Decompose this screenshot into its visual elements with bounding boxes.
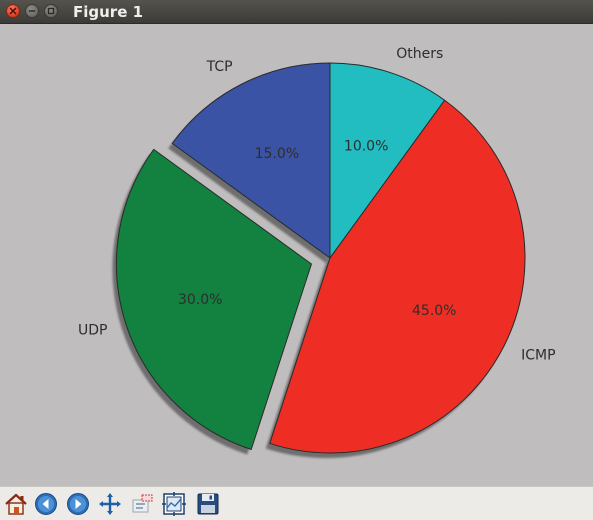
maximize-window-button[interactable] xyxy=(44,4,58,18)
save-button[interactable] xyxy=(194,490,222,518)
pie-slice-tcp xyxy=(171,62,331,259)
minimize-icon xyxy=(28,10,36,12)
pie-chart: Others 10.0% ICMP 45.0% UDP 30.0% TCP 15.0% xyxy=(78,46,556,459)
pan-button[interactable] xyxy=(96,490,124,518)
slice-percent-tcp: 15.0% xyxy=(255,146,299,162)
window-title: Figure 1 xyxy=(73,3,144,21)
home-icon xyxy=(5,493,27,515)
minimize-window-button[interactable] xyxy=(25,4,39,18)
slice-percent-icmp: 45.0% xyxy=(412,303,456,319)
forward-button[interactable] xyxy=(64,490,92,518)
slice-label-udp: UDP xyxy=(78,322,107,338)
slice-label-others: Others xyxy=(396,46,443,62)
configure-subplots-button[interactable] xyxy=(160,490,188,518)
zoom-icon xyxy=(132,494,153,513)
zoom-button[interactable] xyxy=(128,490,156,518)
pie-slice-layer xyxy=(115,62,526,454)
window-titlebar: Figure 1 xyxy=(0,0,593,24)
back-icon xyxy=(35,493,57,515)
navigation-toolbar xyxy=(0,486,593,520)
slice-percent-udp: 30.0% xyxy=(178,292,222,308)
forward-icon xyxy=(67,493,89,515)
back-button[interactable] xyxy=(32,490,60,518)
configure-subplots-icon xyxy=(162,492,186,516)
save-icon xyxy=(197,493,219,515)
home-button[interactable] xyxy=(2,490,30,518)
figure-canvas: Others 10.0% ICMP 45.0% UDP 30.0% TCP 15.0% xyxy=(0,24,593,486)
pie-slice-icmp xyxy=(269,99,526,454)
close-icon xyxy=(9,7,17,15)
pan-icon xyxy=(99,493,121,515)
pie-label-layer: Others 10.0% ICMP 45.0% UDP 30.0% TCP 15.0% xyxy=(78,46,556,363)
pie-slice-others xyxy=(329,62,446,259)
maximize-icon xyxy=(47,7,55,15)
slice-percent-others: 10.0% xyxy=(344,139,388,155)
slice-label-icmp: ICMP xyxy=(521,347,555,363)
pie-slice-udp xyxy=(115,148,312,450)
close-window-button[interactable] xyxy=(6,4,20,18)
slice-label-tcp: TCP xyxy=(206,59,233,75)
